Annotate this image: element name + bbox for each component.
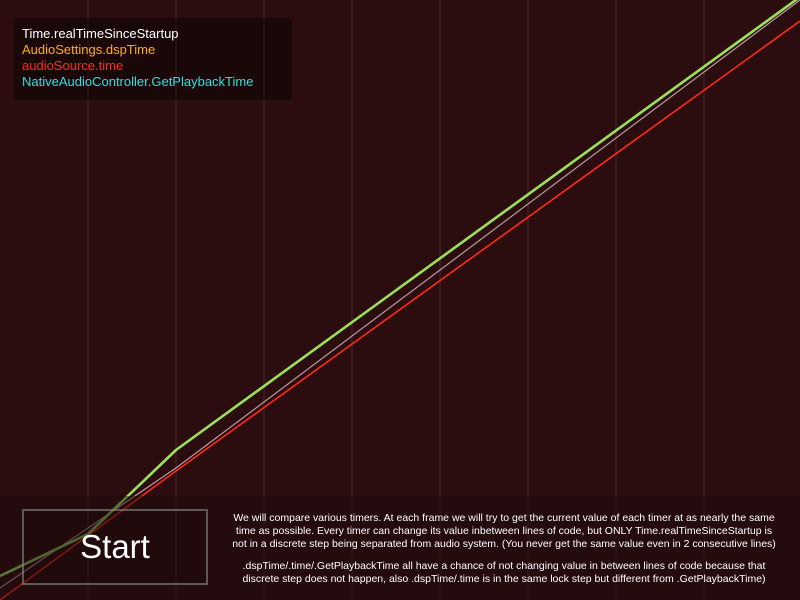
start-button[interactable]: Start [22, 509, 208, 585]
legend-item-dsptime: AudioSettings.dspTime [22, 42, 292, 58]
legend-item-audiosource-time: audioSource.time [22, 58, 292, 74]
description-paragraph-1: We will compare various timers. At each … [228, 512, 780, 551]
legend-item-realtime: Time.realTimeSinceStartup [22, 26, 292, 42]
legend-item-playback-time: NativeAudioController.GetPlaybackTime [22, 74, 292, 90]
description-paragraph-2: .dspTime/.time/.GetPlaybackTime all have… [228, 560, 780, 586]
description-text: We will compare various timers. At each … [228, 512, 780, 595]
legend: Time.realTimeSinceStartup AudioSettings.… [14, 18, 292, 100]
